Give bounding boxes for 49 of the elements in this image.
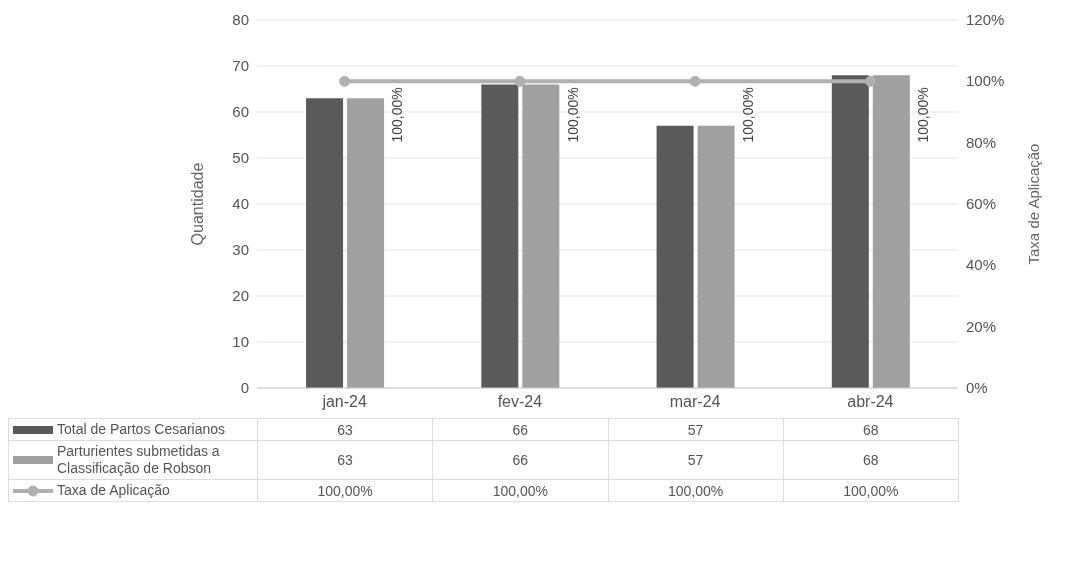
text: 100,00%: [739, 87, 756, 143]
y-tick-label: 70: [232, 57, 249, 74]
y2-tick-label: 100%: [966, 72, 1005, 90]
bar: [306, 98, 344, 388]
data-label: 66: [432, 440, 608, 480]
y-tick-label: 30: [232, 241, 249, 258]
y-tick-label: 50: [232, 149, 249, 166]
bar: [831, 75, 869, 388]
y2-tick-label: 20%: [966, 317, 997, 335]
y2-tick-label: 60%: [966, 195, 997, 212]
y2-tick-label: 40%: [966, 256, 997, 274]
data-label: 63: [257, 418, 433, 441]
y2-tick-label: 80%: [966, 133, 997, 151]
y2-tick-label: 0%: [966, 379, 988, 396]
bar: [656, 125, 694, 388]
data-label: 100,00%: [257, 479, 433, 502]
y-tick-label: 10: [232, 333, 249, 350]
bar: [697, 125, 735, 388]
data-label: 100,00%: [432, 479, 608, 502]
bar: [522, 84, 560, 388]
data-label: 68: [783, 440, 959, 480]
legend-label: Taxa de Aplicação: [57, 482, 170, 499]
y-tick-label: 60: [232, 103, 249, 120]
bar: [481, 84, 519, 388]
legend-label: Parturientes submetidas a Classificação de Robson: [57, 443, 221, 477]
x-tick-label: jan-24: [321, 393, 367, 411]
y-tick-label: 20: [232, 287, 249, 304]
y-tick-label: 80: [232, 11, 249, 28]
data-label: 68: [783, 418, 959, 441]
y2-tick-label: 120%: [966, 11, 1005, 28]
text: 100,00%: [915, 87, 932, 143]
y2-axis-title: Taxa de Aplicação: [1025, 143, 1043, 265]
x-tick-label: abr-24: [847, 393, 894, 411]
y-tick-label: 0: [240, 379, 249, 396]
bar: [872, 75, 910, 388]
text: 100,00%: [389, 87, 406, 143]
legend-label: Total de Partos Cesarianos: [57, 421, 226, 438]
bar: [347, 98, 385, 388]
y-tick-label: 40: [232, 195, 249, 212]
data-label: 63: [257, 440, 433, 480]
text: 100,00%: [564, 87, 581, 143]
data-label: 57: [608, 418, 784, 441]
data-label: 66: [432, 418, 608, 441]
data-label: 100,00%: [783, 479, 959, 502]
x-tick-label: fev-24: [497, 393, 543, 411]
x-tick-label: mar-24: [669, 393, 721, 411]
data-label: 57: [608, 440, 784, 480]
y-axis-title: Quantidade: [188, 162, 206, 246]
data-label: 100,00%: [608, 479, 784, 502]
